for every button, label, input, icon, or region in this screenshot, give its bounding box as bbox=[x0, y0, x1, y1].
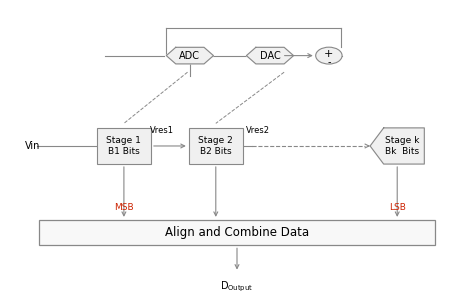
Polygon shape bbox=[166, 47, 213, 64]
Bar bbox=[97, 128, 151, 164]
Text: +: + bbox=[324, 50, 334, 59]
Polygon shape bbox=[246, 47, 293, 64]
Text: MSB: MSB bbox=[114, 203, 134, 212]
Text: LSB: LSB bbox=[389, 203, 406, 212]
Circle shape bbox=[316, 47, 342, 64]
Text: Vres2: Vres2 bbox=[246, 126, 271, 136]
Text: Stage 1
B1 Bits: Stage 1 B1 Bits bbox=[107, 136, 141, 156]
Text: Align and Combine Data: Align and Combine Data bbox=[165, 226, 309, 239]
Bar bbox=[189, 128, 243, 164]
Text: DAC: DAC bbox=[260, 50, 280, 60]
Text: ADC: ADC bbox=[179, 50, 201, 60]
Text: $\mathregular{D_{Output}}$: $\mathregular{D_{Output}}$ bbox=[220, 280, 254, 294]
Text: Vin: Vin bbox=[25, 141, 40, 151]
Bar bbox=[39, 220, 435, 245]
Text: Stage k
Bk  Bits: Stage k Bk Bits bbox=[385, 136, 419, 156]
Text: Vres1: Vres1 bbox=[150, 126, 174, 136]
Text: -: - bbox=[327, 57, 331, 67]
Polygon shape bbox=[370, 128, 424, 164]
Text: Stage 2
B2 Bits: Stage 2 B2 Bits bbox=[199, 136, 233, 156]
